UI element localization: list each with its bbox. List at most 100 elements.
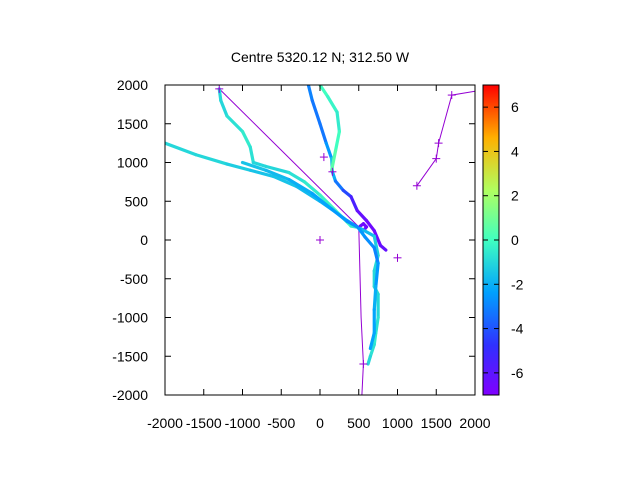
track-segment [349, 195, 359, 213]
track-segment [225, 114, 245, 134]
track-segment [318, 85, 330, 99]
y-axis: 2000 1500 1000 500 0 -500 -1000 -1500 -2000 [112, 77, 475, 403]
track-segment [330, 149, 338, 172]
track-segment [240, 129, 252, 149]
track-segment [372, 246, 380, 265]
colorbar-tick-label: 2 [511, 188, 519, 204]
track-segment [364, 219, 376, 233]
track-segment [248, 168, 276, 179]
track-segment [271, 174, 299, 189]
x-tick-label: -1000 [225, 415, 261, 431]
track-segment [318, 122, 328, 145]
track-segment [366, 354, 372, 366]
colorbar-tick-label: 0 [511, 232, 519, 248]
track-segment [355, 208, 369, 223]
colorbar-axis: 6 4 2 0 -2 -4 -6 [483, 99, 524, 381]
x-tick-label: -2000 [147, 415, 183, 431]
x-axis: -2000 -1500 -1000 -500 0 500 1000 1500 2000 [147, 85, 491, 431]
station-marker [359, 360, 368, 368]
track-segment [363, 235, 376, 250]
y-tick-label: -1500 [112, 348, 148, 364]
track-segment [345, 219, 361, 230]
station-marker [316, 236, 324, 244]
track-segment [310, 98, 322, 126]
station-marker [328, 167, 337, 176]
chart-title: Centre 5320.12 N; 312.50 W [231, 49, 410, 65]
track-segment [295, 184, 322, 203]
track-series [165, 141, 359, 229]
track-segment [240, 160, 268, 172]
track-segment [318, 193, 338, 213]
track-segment [287, 177, 314, 196]
track-segment [372, 234, 380, 258]
track-segment [368, 331, 376, 351]
station-marker [319, 153, 328, 162]
x-tick-label: -500 [267, 415, 295, 431]
track-segment [372, 229, 383, 248]
track-segment [374, 315, 380, 335]
x-tick-label: 500 [347, 415, 371, 431]
colorbar-tick-label: -6 [511, 365, 524, 381]
colorbar-tick-label: -2 [511, 276, 524, 292]
track-series [240, 160, 361, 230]
connector-line [218, 88, 361, 229]
station-marker [412, 181, 421, 190]
station-marker [434, 139, 443, 148]
plot-area [165, 85, 475, 395]
track-segment [335, 110, 341, 134]
track-segment [306, 85, 314, 103]
track-segment [251, 160, 268, 168]
track-segment [372, 284, 378, 312]
track-segment [378, 243, 388, 252]
track-segment [225, 162, 252, 172]
track-segment [358, 226, 376, 238]
track-segment [326, 95, 339, 114]
track-segment [374, 261, 380, 289]
track-segment [372, 331, 378, 347]
track-segment [287, 170, 307, 184]
x-tick-label: 0 [316, 415, 324, 431]
track-series [318, 85, 341, 172]
x-tick-label: -1500 [186, 415, 222, 431]
x-tick-label: 1000 [382, 415, 413, 431]
track-segment [330, 170, 338, 183]
station-marker [215, 85, 224, 93]
connector-line [416, 90, 475, 187]
track-segment [310, 191, 334, 211]
y-tick-label: 500 [125, 193, 149, 209]
colorbar-tick-label: 4 [511, 143, 519, 159]
track-segment [264, 168, 291, 182]
track-segment [333, 179, 345, 192]
track-series [357, 226, 380, 351]
station-marker [393, 253, 402, 262]
y-tick-label: 1000 [117, 155, 148, 171]
y-tick-label: -2000 [112, 387, 148, 403]
y-tick-label: 2000 [117, 77, 148, 93]
y-tick-label: 1500 [117, 116, 148, 132]
track-series [306, 85, 388, 252]
track-segment [368, 343, 376, 358]
y-tick-label: -1000 [112, 310, 148, 326]
track-segment [165, 141, 198, 157]
track-segment [264, 164, 291, 175]
track-segment [248, 145, 255, 165]
track-segment [219, 98, 229, 118]
station-marker [447, 91, 456, 100]
track-segment [324, 141, 334, 161]
track-segment [302, 180, 322, 197]
track-series [358, 226, 380, 366]
colorbar-tick-label: -4 [511, 321, 524, 337]
x-tick-label: 1500 [421, 415, 452, 431]
y-tick-label: -500 [120, 271, 148, 287]
connector-line [358, 228, 364, 395]
track-segment [358, 222, 365, 228]
station-marker [432, 154, 441, 163]
track-segment [330, 207, 349, 223]
track-segment [341, 188, 353, 199]
track-segment [194, 153, 229, 166]
colorbar-tick-label: 6 [511, 99, 519, 115]
x-tick-label: 2000 [459, 415, 490, 431]
track-segment [333, 129, 341, 153]
track-segment [357, 226, 367, 239]
